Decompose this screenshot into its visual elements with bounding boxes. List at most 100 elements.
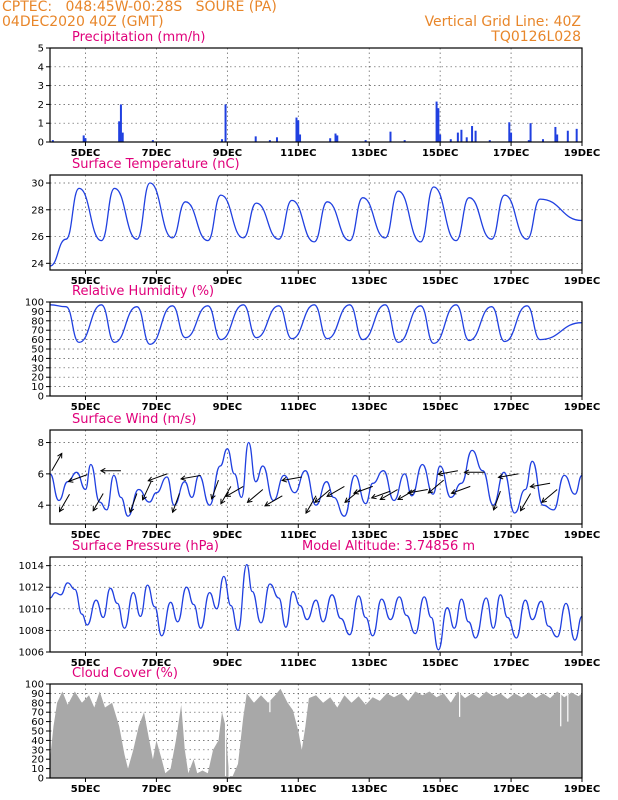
precip-bar xyxy=(268,140,271,142)
x-tick-label: 13DEC xyxy=(351,784,387,795)
y-tick-label: 2 xyxy=(38,100,44,111)
x-tick-label: 13DEC xyxy=(351,276,387,287)
wind-vector-head xyxy=(180,475,186,481)
wind-vector-head xyxy=(210,493,216,500)
precip-bar xyxy=(295,117,298,142)
y-tick-label: 4 xyxy=(38,501,44,512)
x-tick-label: 9DEC xyxy=(213,276,242,287)
wind-vector-head xyxy=(427,488,434,494)
panel-title: Surface Wind (m/s) xyxy=(72,412,196,427)
x-tick-label: 9DEC xyxy=(213,658,242,669)
wind-vector-head xyxy=(281,476,288,483)
wind-vector xyxy=(247,489,264,503)
precip-bar xyxy=(82,135,85,142)
y-tick-label: 4 xyxy=(38,62,44,73)
x-tick-label: 9DEC xyxy=(213,402,242,413)
wind-vector xyxy=(51,453,63,471)
y-tick-label: 60 xyxy=(31,335,44,346)
y-tick-label: 40 xyxy=(31,736,44,747)
x-tick-label: 15DEC xyxy=(422,784,458,795)
x-tick-label: 13DEC xyxy=(351,148,387,159)
series-line xyxy=(49,563,583,651)
wind-vector xyxy=(371,490,391,499)
y-tick-label: 20 xyxy=(31,373,44,384)
wind-vector-head xyxy=(326,491,333,497)
panel-frame xyxy=(49,556,583,653)
wind-vector-head xyxy=(171,507,177,514)
wind-vector xyxy=(220,486,232,504)
precip-bar xyxy=(527,140,530,142)
wind-vector-head xyxy=(92,505,98,512)
wind-vector-head xyxy=(57,452,63,459)
x-tick-label: 5DEC xyxy=(71,276,100,287)
wind-vector xyxy=(282,476,302,481)
precip-bar xyxy=(510,132,513,142)
x-tick-label: 19DEC xyxy=(564,784,600,795)
precip-bar xyxy=(336,135,339,142)
precip-bar xyxy=(221,139,224,142)
y-tick-label: 30 xyxy=(31,745,44,756)
precip-bar xyxy=(84,138,87,142)
wind-vector-head xyxy=(450,489,457,495)
x-tick-label: 11DEC xyxy=(280,530,316,541)
x-tick-label: 19DEC xyxy=(564,148,600,159)
y-tick-label: 1008 xyxy=(19,626,44,637)
panel-frame xyxy=(49,429,583,525)
precip-bar xyxy=(465,137,468,142)
x-tick-label: 19DEC xyxy=(564,658,600,669)
wind-vector-head xyxy=(225,491,231,497)
y-tick-label: 30 xyxy=(31,363,44,374)
wind-vector xyxy=(493,490,501,511)
panel-title: Relative Humidity (%) xyxy=(72,284,214,299)
precip-bar xyxy=(254,136,257,142)
y-tick-label: 1010 xyxy=(19,604,44,615)
y-tick-label: 6 xyxy=(38,469,44,480)
wind-vector xyxy=(438,470,458,475)
x-tick-label: 19DEC xyxy=(564,276,600,287)
x-tick-label: 7DEC xyxy=(142,148,171,159)
wind-vector xyxy=(148,473,168,482)
x-tick-label: 7DEC xyxy=(142,276,171,287)
precip-bar xyxy=(471,126,474,142)
x-tick-label: 19DEC xyxy=(564,530,600,541)
y-tick-label: 70 xyxy=(31,708,44,719)
precip-bar xyxy=(334,133,337,142)
cloud-area xyxy=(50,688,582,778)
wind-vector xyxy=(530,482,551,488)
precip-bar xyxy=(556,134,559,142)
wind-vector-head xyxy=(406,489,413,496)
y-tick-label: 1 xyxy=(38,119,44,130)
precip-bar xyxy=(297,120,300,142)
y-tick-label: 26 xyxy=(31,232,44,243)
y-tick-label: 80 xyxy=(31,698,44,709)
x-tick-label: 7DEC xyxy=(142,530,171,541)
wind-vector xyxy=(225,485,244,497)
x-tick-label: 17DEC xyxy=(493,148,529,159)
wind-vector xyxy=(172,493,180,513)
wind-vector-head xyxy=(128,507,135,514)
precip-bar xyxy=(121,132,124,142)
x-tick-label: 5DEC xyxy=(71,784,100,795)
x-tick-label: 9DEC xyxy=(213,148,242,159)
wind-vector xyxy=(451,485,471,494)
panel-1: Precipitation (mm/h) 0 1 2 3 4 5 5DEC 7DEC 9DEC 11… xyxy=(38,30,601,159)
x-tick-label: 11DEC xyxy=(280,276,316,287)
x-tick-label: 9DEC xyxy=(213,530,242,541)
x-tick-label: 13DEC xyxy=(351,658,387,669)
wind-vector-head xyxy=(344,497,351,504)
y-tick-label: 50 xyxy=(31,727,44,738)
x-tick-label: 19DEC xyxy=(564,402,600,413)
x-tick-label: 17DEC xyxy=(493,784,529,795)
x-tick-label: 11DEC xyxy=(280,148,316,159)
header-vertical-grid: Vertical Grid Line: 40Z xyxy=(424,14,581,30)
wind-vector-head xyxy=(529,483,536,489)
wind-vector-head xyxy=(220,498,226,505)
panel-frame xyxy=(49,301,583,397)
series-line xyxy=(49,441,583,517)
y-tick-label: 90 xyxy=(31,689,44,700)
y-tick-label: 5 xyxy=(38,44,44,55)
x-tick-label: 15DEC xyxy=(422,658,458,669)
precip-bar xyxy=(474,130,477,142)
